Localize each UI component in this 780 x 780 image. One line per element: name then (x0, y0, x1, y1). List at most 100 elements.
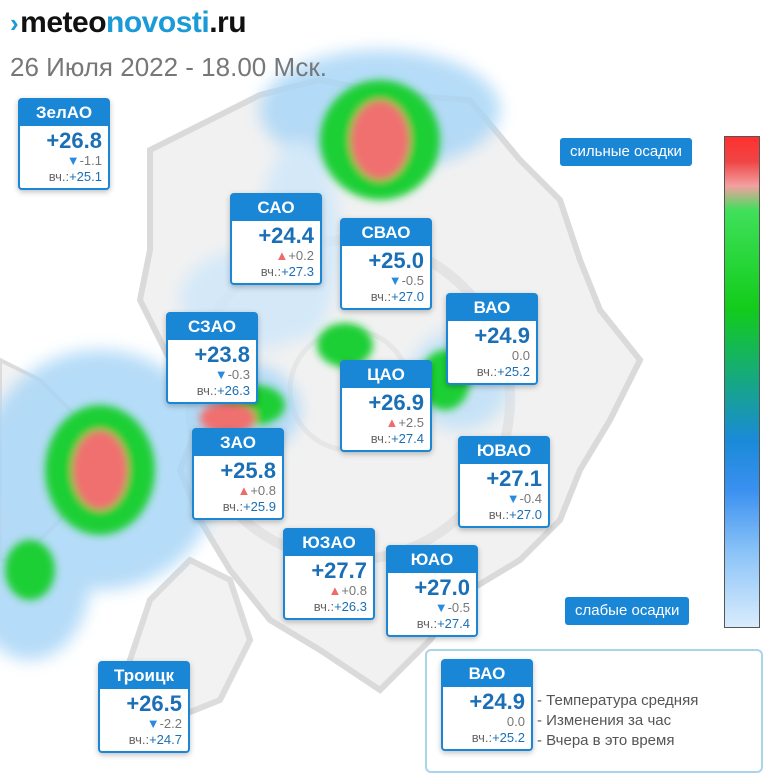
triangle-up-icon: ▲ (328, 583, 342, 598)
yesterday-label: вч.: (370, 289, 392, 304)
district-delta: ▲+0.8 (194, 483, 282, 499)
delta-value: -0.5 (447, 600, 470, 615)
district-temperature: +24.9 (474, 323, 530, 348)
district-card-svao: СВАО +25.0 ▼-0.5 вч.:+27.0 (340, 218, 432, 310)
district-yesterday: вч.:+24.7 (100, 732, 188, 751)
district-name: САО (232, 195, 320, 221)
district-name: ЮВАО (460, 438, 548, 464)
logo-text-novosti: novosti (106, 6, 210, 39)
yesterday-label: вч.: (471, 730, 493, 745)
district-card-szao: СЗАО +23.8 ▼-0.3 вч.:+26.3 (166, 312, 258, 404)
yesterday-label: вч.: (476, 364, 498, 379)
district-card-yuvao: ЮВАО +27.1 ▼-0.4 вч.:+27.0 (458, 436, 550, 528)
district-yesterday: вч.:+27.4 (388, 616, 476, 635)
district-temperature: +24.4 (258, 223, 314, 248)
district-name: ЦАО (342, 362, 430, 388)
triangle-up-icon: ▲ (275, 248, 289, 263)
delta-value: -1.1 (79, 153, 102, 168)
yesterday-value: +24.7 (149, 732, 182, 747)
district-temperature: +27.7 (311, 558, 367, 583)
district-delta: 0.0 (443, 714, 531, 730)
district-temperature: +27.0 (414, 575, 470, 600)
district-yesterday: вч.:+25.2 (448, 364, 536, 383)
scale-label-weak: слабые осадки (565, 597, 690, 625)
delta-value: -2.2 (159, 716, 182, 731)
yesterday-label: вч.: (416, 616, 438, 631)
district-name: СЗАО (168, 314, 256, 340)
district-card-cao: ЦАО +26.9 ▲+2.5 вч.:+27.4 (340, 360, 432, 452)
district-temperature: +26.8 (46, 128, 102, 153)
district-yesterday: вч.:+27.3 (232, 264, 320, 283)
district-delta: ▼-2.2 (100, 716, 188, 732)
yesterday-value: +26.3 (217, 383, 250, 398)
yesterday-label: вч.: (370, 431, 392, 446)
district-yesterday: вч.:+27.4 (342, 431, 430, 450)
triangle-down-icon: ▼ (146, 716, 160, 731)
district-name: ВАО (443, 661, 531, 687)
triangle-down-icon: ▼ (66, 153, 80, 168)
district-delta: ▲+0.2 (232, 248, 320, 264)
yesterday-label: вч.: (128, 732, 150, 747)
district-delta: ▼-0.4 (460, 491, 548, 507)
district-temperature: +25.0 (368, 248, 424, 273)
yesterday-label: вч.: (222, 499, 244, 514)
district-name: СВАО (342, 220, 430, 246)
district-name: Троицк (100, 663, 188, 689)
district-yesterday: вч.:+27.0 (342, 289, 430, 308)
delta-value: +2.5 (398, 415, 424, 430)
district-name: ЗАО (194, 430, 282, 456)
district-delta: ▼-1.1 (20, 153, 108, 169)
legend-row-change: - Изменения за час (537, 712, 672, 729)
district-delta: ▼-0.5 (388, 600, 476, 616)
district-card-zelao: ЗелАО +26.8 ▼-1.1 вч.:+25.1 (18, 98, 110, 190)
district-temperature: +26.9 (368, 390, 424, 415)
yesterday-label: вч.: (260, 264, 282, 279)
yesterday-value: +26.3 (334, 599, 367, 614)
district-name: ВАО (448, 295, 536, 321)
district-yesterday: вч.:+26.3 (168, 383, 256, 402)
yesterday-value: +25.1 (69, 169, 102, 184)
district-card-yuzao: ЮЗАО +27.7 ▲+0.8 вч.:+26.3 (283, 528, 375, 620)
scale-label-strong: сильные осадки (560, 138, 692, 166)
district-card-sao: САО +24.4 ▲+0.2 вч.:+27.3 (230, 193, 322, 285)
district-name: ЗелАО (20, 100, 108, 126)
district-yesterday: вч.:+27.0 (460, 507, 548, 526)
legend-row-yesterday: - Вчера в это время (537, 732, 675, 749)
district-temperature: +23.8 (194, 342, 250, 367)
yesterday-label: вч.: (313, 599, 335, 614)
delta-value: 0.0 (506, 714, 525, 729)
delta-value: 0.0 (511, 348, 530, 363)
legend-box: ВАО +24.9 0.0 вч.:+25.2 - Температура ср… (425, 649, 763, 773)
delta-value: +0.8 (250, 483, 276, 498)
yesterday-label: вч.: (488, 507, 510, 522)
precipitation-scale-bar (724, 136, 760, 628)
district-yesterday: вч.:+25.9 (194, 499, 282, 518)
delta-value: -0.4 (519, 491, 542, 506)
yesterday-value: +27.0 (391, 289, 424, 304)
district-delta: 0.0 (448, 348, 536, 364)
district-temperature: +25.8 (220, 458, 276, 483)
district-card-zao: ЗАО +25.8 ▲+0.8 вч.:+25.9 (192, 428, 284, 520)
district-temperature: +26.5 (126, 691, 182, 716)
delta-value: -0.5 (401, 273, 424, 288)
district-temperature: +27.1 (486, 466, 542, 491)
district-yesterday: вч.:+26.3 (285, 599, 373, 618)
district-card-yuao: ЮАО +27.0 ▼-0.5 вч.:+27.4 (386, 545, 478, 637)
date-time-subtitle: 26 Июля 2022 - 18.00 Мск. (10, 52, 328, 82)
district-delta: ▲+2.5 (342, 415, 430, 431)
legend-row-temperature: - Температура средняя (537, 692, 699, 709)
logo-text-meteo: meteo (20, 6, 107, 39)
district-yesterday: вч.:+25.2 (443, 730, 531, 749)
district-delta: ▼-0.5 (342, 273, 430, 289)
site-logo[interactable]: ›meteonovosti.ru (10, 6, 247, 40)
district-card-troitsk: Троицк +26.5 ▼-2.2 вч.:+24.7 (98, 661, 190, 753)
triangle-down-icon: ▼ (506, 491, 520, 506)
logo-mark-icon: › (10, 8, 19, 38)
yesterday-label: вч.: (48, 169, 70, 184)
district-card-vao: ВАО +24.9 0.0 вч.:+25.2 (446, 293, 538, 385)
yesterday-value: +25.2 (492, 730, 525, 745)
legend-example-card: ВАО +24.9 0.0 вч.:+25.2 (441, 659, 533, 751)
district-name: ЮЗАО (285, 530, 373, 556)
delta-value: +0.8 (341, 583, 367, 598)
